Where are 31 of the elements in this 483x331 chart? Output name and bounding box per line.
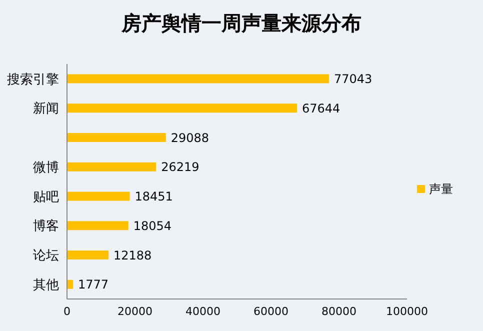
y-tick-label: 新闻 [33, 102, 59, 117]
legend-label: 声量 [429, 182, 453, 196]
y-tick-label: 博客 [33, 218, 59, 234]
data-label: 12188 [113, 248, 152, 262]
data-label: 29088 [170, 130, 210, 145]
bar [67, 221, 128, 230]
data-label: 18054 [133, 218, 172, 233]
y-tick-label: 贴吧 [33, 190, 59, 205]
x-tick-label: 0 [64, 304, 70, 318]
y-tick-label: 搜索引擎 [7, 72, 59, 88]
x-tick-label: 80000 [322, 304, 356, 318]
x-tick-label: 100000 [386, 304, 428, 318]
bar [67, 280, 74, 289]
bar [67, 104, 297, 113]
bar [67, 162, 156, 172]
data-label: 1777 [78, 278, 109, 292]
bar [67, 192, 130, 201]
data-label: 77043 [334, 72, 372, 86]
x-tick-label: 40000 [186, 304, 220, 318]
y-tick-label: 其他 [33, 278, 59, 293]
y-tick-label: 论坛 [33, 248, 59, 264]
x-tick-label: 20000 [118, 304, 152, 318]
bar [67, 133, 166, 142]
y-tick-label: 微博 [33, 160, 59, 176]
data-label: 26219 [161, 160, 200, 174]
bar [67, 250, 108, 260]
bar [67, 74, 329, 84]
data-label: 67644 [302, 101, 340, 116]
chart-title: 房产舆情一周声量来源分布 [120, 10, 362, 37]
data-label: 18451 [134, 190, 173, 204]
x-tick-label: 60000 [254, 304, 288, 318]
